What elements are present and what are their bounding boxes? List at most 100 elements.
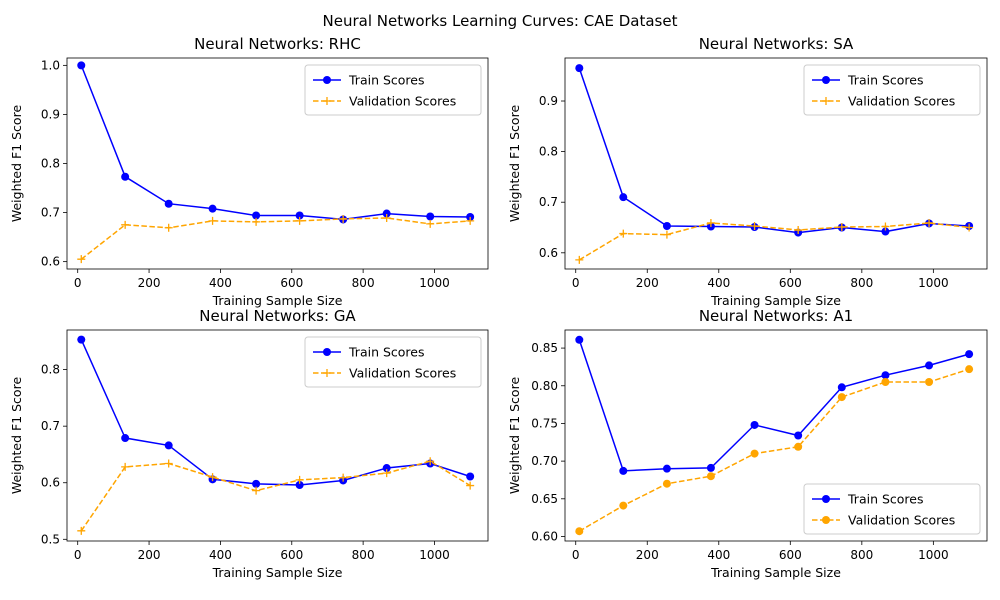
data-point [619, 229, 628, 238]
series-validation [77, 213, 475, 264]
series-line [80, 460, 471, 532]
data-point [794, 431, 803, 440]
series-train [575, 335, 974, 475]
x-axis-label: Training Sample Size [710, 565, 841, 580]
x-tick-label: 1000 [918, 548, 949, 562]
x-tick-label: 1000 [419, 548, 450, 562]
series-line [578, 222, 970, 261]
data-point [575, 255, 584, 264]
x-tick-label: 600 [779, 548, 802, 562]
data-point [575, 64, 584, 73]
y-tick-label: 0.70 [531, 454, 558, 468]
legend-label: Validation Scores [349, 366, 456, 381]
y-tick-label: 0.7 [539, 195, 558, 209]
legend-box [304, 336, 482, 388]
x-tick-label: 600 [779, 276, 802, 290]
legend-label: Train Scores [348, 345, 425, 360]
data-point [382, 464, 391, 473]
x-tick-label: 200 [636, 548, 659, 562]
data-point [121, 220, 130, 229]
data-point [252, 486, 261, 495]
data-point [382, 469, 391, 478]
data-point [466, 216, 475, 225]
series-line [578, 368, 970, 532]
data-point [77, 526, 86, 535]
data-point [382, 213, 391, 222]
series-line [80, 65, 471, 221]
data-point [619, 193, 628, 202]
series-train [77, 61, 475, 224]
subplot-title: Neural Networks: SA [699, 35, 854, 53]
data-point [837, 383, 846, 392]
data-point [295, 475, 304, 484]
legend-marker [323, 97, 331, 105]
data-point [706, 463, 715, 472]
data-point [837, 393, 846, 402]
data-point [382, 209, 391, 218]
data-point [208, 204, 217, 213]
data-point [575, 335, 584, 344]
legend-marker [822, 495, 830, 503]
x-tick-label: 200 [138, 548, 161, 562]
x-tick-label: 1000 [918, 276, 949, 290]
y-tick-label: 0.75 [531, 416, 558, 430]
legend-label: Validation Scores [848, 513, 955, 528]
data-point [881, 227, 890, 236]
data-point [794, 226, 803, 235]
legend-marker [822, 516, 830, 524]
y-axis-label: Weighted F1 Score [507, 105, 522, 223]
x-axis-label: Training Sample Size [212, 565, 343, 580]
data-point [881, 371, 890, 380]
x-tick-label: 400 [209, 276, 232, 290]
subplot-0: Neural Networks: RHC 0 200 400 600 800 1000 0.6… [9, 35, 489, 308]
legend: Train Scores Validation Scores [304, 64, 482, 116]
x-tick-label: 400 [209, 548, 232, 562]
legend-box [304, 64, 482, 116]
legend-marker [822, 97, 830, 105]
axes-frame [564, 329, 988, 542]
data-point [750, 449, 759, 458]
data-point [339, 473, 348, 482]
data-point [252, 479, 261, 488]
figure-title: Neural Networks Learning Curves: CAE Dat… [323, 12, 678, 30]
y-tick-label: 0.8 [41, 363, 60, 377]
y-tick-label: 0.8 [41, 157, 60, 171]
data-point [77, 255, 86, 264]
y-tick-label: 0.80 [531, 379, 558, 393]
legend-marker [323, 76, 331, 84]
data-point [208, 216, 217, 225]
data-point [121, 434, 130, 443]
legend: Train Scores Validation Scores [304, 336, 482, 388]
data-point [164, 459, 173, 468]
data-point [208, 473, 217, 482]
axes-frame [564, 57, 988, 270]
y-tick-label: 1.0 [41, 58, 60, 72]
series-line [80, 339, 471, 486]
subplot-3: Neural Networks: A1 0 200 400 600 800 1000 0.60… [507, 307, 988, 580]
data-point [426, 457, 435, 466]
y-tick-label: 0.5 [41, 532, 60, 546]
data-point [706, 218, 715, 227]
x-tick-label: 400 [707, 276, 730, 290]
y-tick-label: 0.65 [531, 492, 558, 506]
series-validation [575, 365, 974, 536]
y-tick-label: 0.9 [41, 107, 60, 121]
x-axis-label: Training Sample Size [212, 293, 343, 308]
y-tick-label: 0.85 [531, 341, 558, 355]
x-tick-label: 600 [280, 548, 303, 562]
x-tick-label: 0 [572, 548, 580, 562]
legend-marker [822, 76, 830, 84]
legend: Train Scores Validation Scores [803, 483, 981, 535]
subplot-2: Neural Networks: GA 0 200 400 600 800 1000 0.5 0… [9, 307, 489, 580]
data-point [925, 361, 934, 370]
data-point [77, 61, 86, 70]
data-point [925, 377, 934, 386]
y-axis-label: Weighted F1 Score [9, 377, 24, 495]
series-line [578, 339, 970, 472]
y-tick-label: 0.6 [539, 246, 558, 260]
legend-marker [323, 369, 331, 377]
x-tick-label: 800 [850, 276, 873, 290]
y-tick-label: 0.9 [539, 94, 558, 108]
y-tick-label: 0.6 [41, 476, 60, 490]
